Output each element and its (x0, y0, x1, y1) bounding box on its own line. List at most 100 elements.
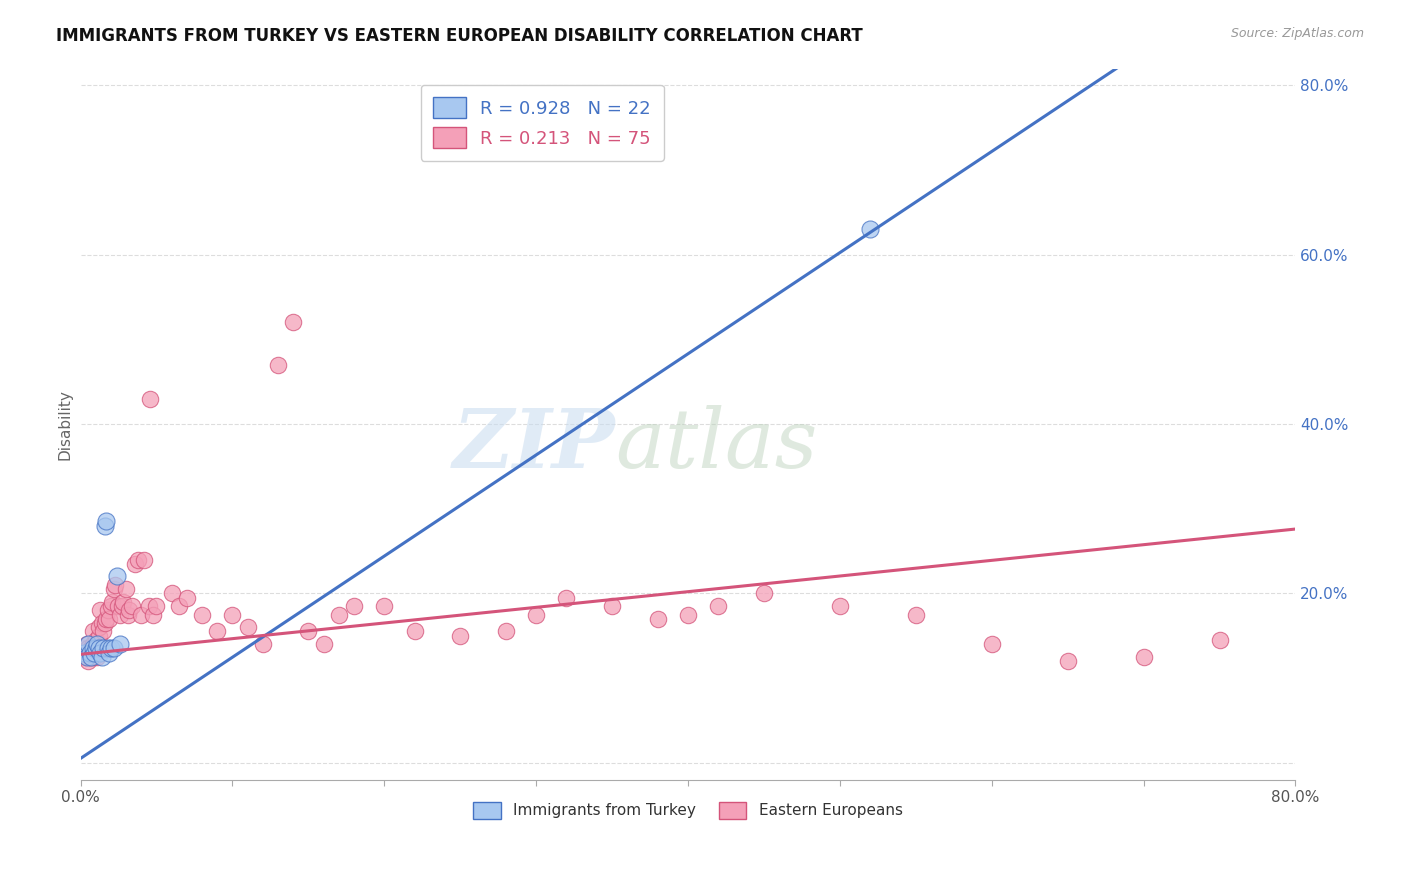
Point (75, 649, 97, 664)
Point (84, 637, 107, 651)
Point (267, 358, 290, 372)
Point (1132, 649, 1154, 664)
Point (84, 632, 107, 647)
Text: IMMIGRANTS FROM TURKEY VS EASTERN EUROPEAN DISABILITY CORRELATION CHART: IMMIGRANTS FROM TURKEY VS EASTERN EUROPE… (56, 27, 863, 45)
Point (82, 641, 104, 656)
Point (495, 624, 517, 639)
Point (127, 552, 149, 566)
Point (94, 615, 117, 630)
Point (100, 641, 122, 656)
Point (77, 637, 100, 651)
Text: ZIP: ZIP (453, 405, 614, 485)
Point (76, 637, 98, 651)
Point (86, 649, 108, 664)
Point (72, 641, 94, 656)
Point (205, 624, 228, 639)
Text: Source: ZipAtlas.com: Source: ZipAtlas.com (1230, 27, 1364, 40)
Point (107, 599, 129, 613)
Point (72, 646, 94, 660)
Point (94, 518, 117, 533)
Point (1208, 632, 1230, 647)
Point (328, 607, 350, 622)
Point (124, 557, 146, 571)
Point (83, 646, 105, 660)
Point (142, 607, 165, 622)
Point (96, 515, 118, 529)
Point (138, 599, 160, 613)
Point (79, 649, 101, 664)
Point (373, 599, 395, 613)
Y-axis label: Disability: Disability (58, 389, 72, 459)
Point (221, 607, 243, 622)
Point (97, 603, 120, 617)
Point (77, 641, 100, 656)
Point (70, 646, 93, 660)
Point (160, 586, 183, 600)
Point (139, 392, 162, 406)
Point (167, 599, 190, 613)
Point (98, 646, 121, 660)
Legend: Immigrants from Turkey, Eastern Europeans: Immigrants from Turkey, Eastern European… (467, 796, 908, 825)
Point (101, 595, 124, 609)
Point (91, 624, 114, 639)
Point (134, 552, 156, 566)
Point (80, 649, 103, 664)
Point (236, 620, 259, 634)
Point (77, 654, 100, 668)
Point (87, 620, 110, 634)
Point (97, 641, 120, 656)
Point (104, 578, 127, 592)
Point (647, 612, 669, 626)
Point (281, 316, 304, 330)
Point (103, 582, 125, 596)
Point (904, 607, 927, 622)
Point (115, 582, 138, 596)
Point (118, 603, 141, 617)
Point (1056, 654, 1078, 668)
Point (252, 637, 274, 651)
Point (76, 649, 98, 664)
Point (297, 624, 319, 639)
Point (449, 629, 471, 643)
Point (676, 607, 699, 622)
Text: atlas: atlas (614, 405, 817, 485)
Point (600, 599, 623, 613)
Point (80, 649, 103, 664)
Point (145, 599, 167, 613)
Point (343, 599, 366, 613)
Point (176, 591, 198, 605)
Point (312, 637, 335, 651)
Point (91, 641, 114, 656)
Point (87, 641, 110, 656)
Point (90, 615, 112, 630)
Point (752, 586, 775, 600)
Point (108, 637, 131, 651)
Point (110, 599, 132, 613)
Point (103, 641, 125, 656)
Point (105, 569, 128, 583)
Point (86, 637, 108, 651)
Point (859, 222, 882, 236)
Point (524, 607, 547, 622)
Point (98, 612, 121, 626)
Point (82, 624, 104, 639)
Point (112, 595, 135, 609)
Point (117, 607, 139, 622)
Point (828, 599, 851, 613)
Point (121, 599, 143, 613)
Point (79, 646, 101, 660)
Point (87, 629, 110, 643)
Point (83, 649, 105, 664)
Point (707, 599, 730, 613)
Point (980, 637, 1002, 651)
Point (108, 607, 131, 622)
Point (90, 649, 112, 664)
Point (80, 641, 103, 656)
Point (82, 637, 104, 651)
Point (84, 641, 107, 656)
Point (555, 591, 578, 605)
Point (96, 612, 118, 626)
Point (404, 624, 426, 639)
Point (129, 607, 152, 622)
Point (89, 603, 111, 617)
